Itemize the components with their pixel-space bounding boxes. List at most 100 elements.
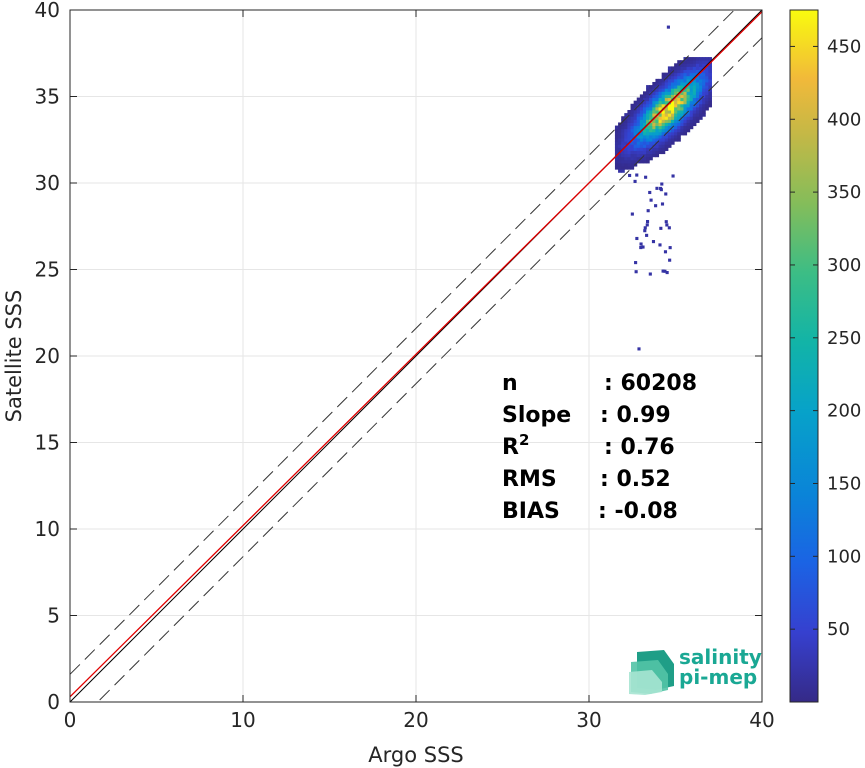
density-bin <box>630 106 635 111</box>
density-bin <box>636 138 641 142</box>
density-bin <box>702 94 706 99</box>
density-bin <box>677 100 681 105</box>
density-bin <box>661 113 666 117</box>
x-tick-label: 10 <box>230 708 255 732</box>
density-bin <box>627 131 632 136</box>
density-bin <box>705 66 709 71</box>
density-bin <box>624 113 628 117</box>
density-bin <box>695 66 700 71</box>
density-bin <box>649 134 653 139</box>
density-bin <box>636 116 641 120</box>
density-bin <box>630 156 635 161</box>
density-bin <box>686 69 691 74</box>
density-bin <box>699 78 703 83</box>
density-bin <box>633 131 638 136</box>
density-bin <box>636 125 641 130</box>
density-bin <box>652 91 656 95</box>
density-bin <box>649 100 653 105</box>
density-bin <box>708 69 712 74</box>
density-bin <box>677 78 681 83</box>
density-bin <box>671 88 675 92</box>
density-bin <box>664 94 669 99</box>
density-bin <box>699 60 703 64</box>
density-bin <box>674 109 678 114</box>
density-bin <box>692 116 697 120</box>
density-bin <box>649 153 653 158</box>
density-bin <box>689 75 694 80</box>
density-bin <box>633 144 638 148</box>
density-bin <box>680 131 684 136</box>
density-bin <box>680 69 684 74</box>
density-bin <box>708 78 712 83</box>
density-bin <box>664 85 669 89</box>
density-bin <box>646 138 650 142</box>
density-bin <box>677 106 681 111</box>
density-bin <box>677 109 681 114</box>
density-bin <box>695 75 700 80</box>
density-bin <box>630 119 635 123</box>
density-bin <box>621 144 625 148</box>
density-bin <box>639 97 644 102</box>
density-bin <box>627 153 632 158</box>
stat-label: Slope <box>502 403 571 428</box>
density-bin <box>635 236 639 241</box>
density-bin <box>633 103 638 108</box>
stat-label: n <box>502 371 518 396</box>
density-bin <box>674 116 678 120</box>
density-bin <box>658 147 663 151</box>
density-bin <box>689 57 694 61</box>
density-bin <box>667 226 671 230</box>
density-bin <box>658 85 663 89</box>
density-bin <box>702 91 706 95</box>
density-bin <box>642 131 647 136</box>
density-bin <box>642 109 647 114</box>
y-tick-label: 35 <box>35 85 60 109</box>
density-bin <box>705 88 709 92</box>
density-bin <box>674 88 678 92</box>
density-bin <box>633 179 637 183</box>
density-bin <box>702 75 706 80</box>
density-bin <box>661 269 665 273</box>
density-bin <box>621 128 625 133</box>
density-bin <box>674 72 678 77</box>
density-bin <box>630 125 635 130</box>
density-bin <box>633 128 638 133</box>
colorbar-tick-label: 200 <box>827 401 861 422</box>
density-bin <box>708 57 712 61</box>
density-bin <box>633 153 638 158</box>
density-bin <box>614 134 619 139</box>
density-bin <box>686 100 691 105</box>
density-bin <box>705 60 709 64</box>
density-bin <box>652 113 656 117</box>
density-bin <box>667 138 672 142</box>
density-bin <box>695 103 700 108</box>
density-bin <box>705 75 709 80</box>
density-bin <box>614 159 619 164</box>
density-bin <box>680 66 684 71</box>
density-bin <box>692 85 697 89</box>
density-bin <box>683 100 688 105</box>
density-bin <box>658 106 663 111</box>
density-bin <box>689 119 694 123</box>
density-bin <box>661 138 666 142</box>
density-bin <box>658 78 663 83</box>
density-bin <box>667 78 672 83</box>
density-bin <box>664 91 669 95</box>
density-bin <box>699 91 703 95</box>
density-bin <box>683 106 688 111</box>
density-bin <box>642 134 647 139</box>
density-bin <box>680 119 684 123</box>
density-bin <box>621 159 625 164</box>
density-bin <box>661 116 666 120</box>
density-bin <box>680 106 684 111</box>
density-bin <box>621 166 625 170</box>
density-bin <box>624 119 628 123</box>
density-bin <box>689 125 694 130</box>
density-bin <box>652 81 656 86</box>
density-bin <box>624 128 628 133</box>
density-bin <box>671 119 675 123</box>
density-bin <box>658 138 663 142</box>
density-bin <box>692 78 697 83</box>
density-bin <box>664 192 668 196</box>
density-bin <box>677 122 681 127</box>
